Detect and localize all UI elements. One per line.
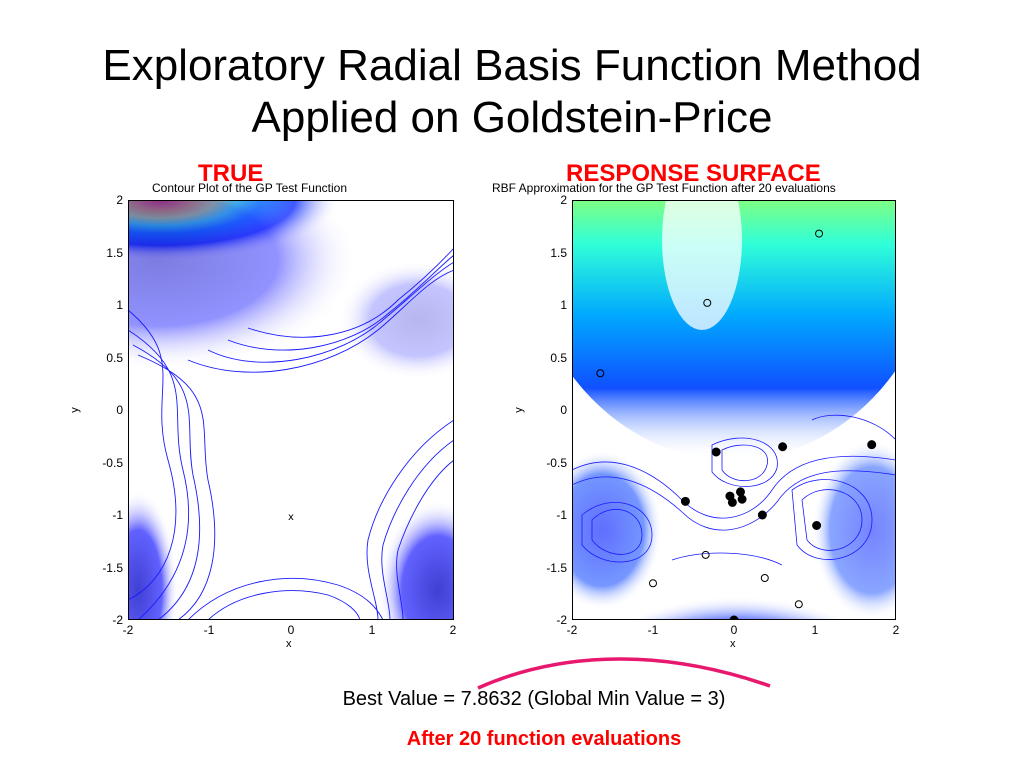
evaluation-point <box>812 521 822 530</box>
left-ytick: 1.5 <box>106 246 123 260</box>
left-xtick: -2 <box>122 623 134 637</box>
right-ytick: -1 <box>556 508 567 522</box>
evaluation-point <box>757 510 767 520</box>
true-label: TRUE <box>198 160 264 187</box>
response-surface-label: RESPONSE SURFACE <box>566 160 821 187</box>
title-line-1: Exploratory Radial Basis Function Method <box>102 41 922 90</box>
right-contour-plot <box>572 200 896 620</box>
right-ytick: 1 <box>560 298 567 312</box>
evaluation-point <box>737 494 747 504</box>
evaluation-point <box>711 447 721 457</box>
best-value-text: Best Value = 7.8632 (Global Min Value = … <box>342 688 726 710</box>
title-line-2: Applied on Goldstein-Price <box>251 93 773 142</box>
left-ytick: -1.5 <box>102 561 123 575</box>
right-ytick: 0 <box>560 403 567 417</box>
right-ytick: -2 <box>556 613 567 627</box>
left-xtick: -1 <box>203 623 215 637</box>
left-ytick: -2 <box>112 613 123 627</box>
left-xtick: 0 <box>287 623 295 637</box>
right-ytick: 2 <box>560 193 567 207</box>
evaluation-point <box>596 369 605 378</box>
right-xtick: -2 <box>566 623 578 637</box>
evaluation-point <box>729 615 739 620</box>
right-ytick: 1.5 <box>550 246 567 260</box>
evaluation-point <box>727 497 737 507</box>
left-xtick: 1 <box>368 623 376 637</box>
left-ytick: 2 <box>116 193 123 207</box>
left-contour-plot: x <box>128 200 454 620</box>
left-ytick: 0 <box>116 403 123 417</box>
right-plot-title: RBF Approximation for the GP Test Functi… <box>492 181 836 195</box>
evaluation-point <box>794 600 803 609</box>
evaluation-point <box>701 550 710 559</box>
highlight-arc <box>477 657 771 690</box>
evaluation-point <box>735 487 745 497</box>
right-ytick: 0.5 <box>550 351 567 365</box>
evaluation-point <box>649 579 657 588</box>
evaluation-point <box>680 496 690 506</box>
right-ytick: -1.5 <box>546 561 567 575</box>
left-plot-annotation: x <box>288 512 294 523</box>
evaluation-point <box>778 442 788 452</box>
left-xtick: 2 <box>449 623 457 637</box>
right-xtick: 0 <box>730 623 738 637</box>
right-xtick: 1 <box>811 623 819 637</box>
left-ytick: 1 <box>116 298 123 312</box>
right-xtick: 2 <box>892 623 900 637</box>
left-ytick: 0.5 <box>106 351 123 365</box>
evaluation-point <box>703 298 712 307</box>
left-ylabel: y <box>68 407 81 413</box>
evaluation-point <box>760 574 769 582</box>
left-ytick: -1 <box>112 508 123 522</box>
right-xtick: -1 <box>647 623 659 637</box>
evaluations-caption: After 20 function evaluations <box>406 728 682 750</box>
left-xlabel: x <box>286 638 292 650</box>
right-ytick: -0.5 <box>546 456 567 470</box>
right-ylabel: y <box>512 407 525 413</box>
slide-title: Exploratory Radial Basis Function Method… <box>0 40 1024 144</box>
evaluation-point <box>815 229 824 238</box>
right-xlabel: x <box>730 638 736 650</box>
evaluation-point <box>867 440 877 450</box>
left-ytick: -0.5 <box>102 456 123 470</box>
left-plot-title: Contour Plot of the GP Test Function <box>152 181 347 195</box>
